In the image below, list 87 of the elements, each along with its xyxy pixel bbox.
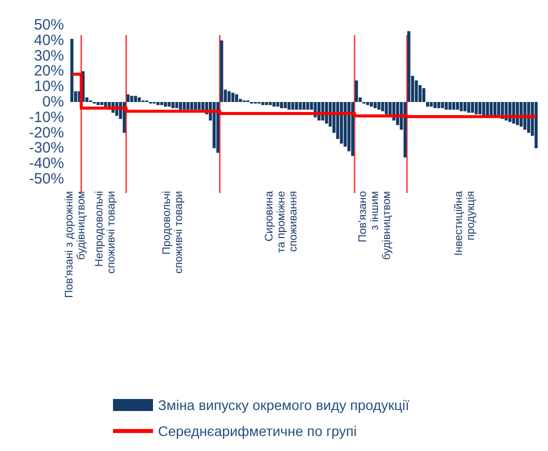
bar bbox=[70, 38, 74, 102]
bar bbox=[175, 102, 178, 108]
y-tick-label: 20% bbox=[34, 62, 64, 80]
bar bbox=[280, 102, 284, 108]
bar bbox=[276, 102, 280, 107]
x-tick-label: Пов'язано з іншим будівництвом bbox=[357, 191, 394, 260]
bar bbox=[100, 102, 104, 106]
bar bbox=[340, 102, 343, 144]
y-tick-label: -50% bbox=[28, 170, 64, 188]
bar bbox=[261, 102, 264, 106]
y-tick-label: -10% bbox=[28, 108, 64, 126]
bar bbox=[186, 102, 190, 110]
bar bbox=[407, 31, 410, 102]
bar bbox=[231, 92, 234, 102]
bar bbox=[478, 102, 482, 114]
bar bbox=[460, 102, 463, 112]
bar bbox=[434, 102, 437, 108]
bar bbox=[534, 102, 538, 148]
bar bbox=[414, 80, 418, 102]
bar bbox=[190, 102, 194, 110]
bar bbox=[366, 102, 370, 106]
bar bbox=[182, 102, 186, 110]
bar bbox=[381, 102, 384, 112]
bar bbox=[284, 102, 287, 108]
bar bbox=[272, 102, 276, 107]
bar bbox=[370, 102, 373, 107]
bar bbox=[452, 102, 456, 110]
x-tick-label: Сировина та проміжне споживання bbox=[264, 190, 300, 253]
y-tick-label: 30% bbox=[34, 47, 64, 64]
bar bbox=[437, 102, 440, 108]
bar bbox=[96, 102, 100, 106]
bar bbox=[351, 102, 354, 156]
bar bbox=[474, 102, 478, 114]
legend-label: Зміна випуску окремого виду продукції bbox=[158, 397, 410, 413]
x-tick-label: Інвестиційна продукція bbox=[452, 190, 477, 256]
bar bbox=[130, 96, 134, 102]
bar bbox=[456, 102, 460, 110]
y-tick-label: -20% bbox=[28, 124, 64, 142]
y-tick-label: 50% bbox=[34, 16, 64, 34]
bar bbox=[171, 102, 174, 108]
x-tick-label: Пов'язані з дорожнім будівництвом bbox=[64, 191, 88, 298]
bar bbox=[134, 96, 138, 102]
bar bbox=[198, 102, 201, 110]
bar bbox=[194, 102, 197, 110]
bar bbox=[298, 102, 302, 110]
bar bbox=[104, 102, 108, 107]
bar bbox=[302, 102, 306, 110]
bar bbox=[164, 102, 168, 107]
bar bbox=[268, 102, 272, 106]
bar bbox=[404, 102, 407, 158]
bar bbox=[306, 102, 310, 110]
bar bbox=[228, 91, 231, 102]
bar bbox=[220, 40, 224, 102]
bar bbox=[486, 102, 489, 116]
bar bbox=[138, 97, 141, 102]
bar bbox=[444, 102, 448, 110]
bar bbox=[287, 102, 291, 110]
bar bbox=[168, 102, 171, 107]
y-tick-label: 10% bbox=[34, 78, 64, 96]
bar bbox=[377, 102, 380, 110]
bar bbox=[291, 102, 294, 110]
y-tick-label: -40% bbox=[28, 155, 64, 172]
bar bbox=[422, 88, 426, 102]
y-tick-label: -30% bbox=[28, 140, 64, 157]
bar bbox=[238, 98, 242, 102]
bar bbox=[235, 94, 238, 102]
bar bbox=[126, 94, 130, 102]
bar bbox=[440, 102, 444, 108]
y-tick-label: 0% bbox=[42, 94, 64, 110]
bar bbox=[467, 102, 470, 113]
bar bbox=[265, 102, 268, 106]
bar bbox=[374, 102, 377, 108]
y-tick-label: 40% bbox=[34, 32, 64, 49]
bar bbox=[448, 102, 452, 110]
legend-label: Середнєарифметичне по групі bbox=[158, 423, 357, 439]
bar bbox=[463, 102, 467, 112]
bar bbox=[482, 102, 486, 116]
bar bbox=[216, 102, 220, 153]
bar bbox=[430, 102, 433, 107]
bar bbox=[178, 102, 182, 110]
bar bbox=[384, 102, 388, 114]
bar bbox=[160, 102, 164, 106]
bar bbox=[294, 102, 298, 110]
bar bbox=[156, 102, 160, 106]
bar bbox=[426, 102, 430, 107]
bar bbox=[470, 102, 474, 113]
bar bbox=[354, 80, 358, 102]
